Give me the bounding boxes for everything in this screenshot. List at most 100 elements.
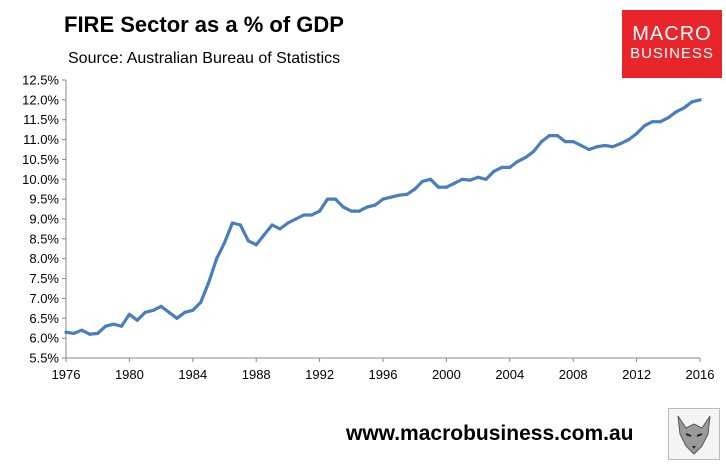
data-point	[619, 141, 623, 146]
x-tick-label: 2008	[559, 367, 588, 382]
data-point	[238, 223, 242, 227]
data-point	[405, 192, 409, 196]
data-point	[563, 140, 567, 144]
data-point	[436, 185, 441, 189]
data-point	[175, 316, 179, 320]
logo-line-1: MACRO	[632, 23, 712, 45]
data-point	[373, 203, 377, 207]
x-tick-label: 2000	[432, 367, 461, 382]
data-point	[444, 185, 448, 189]
data-point	[325, 197, 330, 201]
data-point	[587, 147, 591, 152]
x-tick-label: 1980	[115, 367, 144, 382]
data-point	[658, 120, 663, 124]
data-point	[516, 159, 520, 163]
data-point	[222, 241, 227, 245]
data-point	[547, 134, 552, 138]
data-point	[484, 177, 488, 181]
data-point	[642, 124, 647, 128]
data-point	[286, 221, 290, 225]
data-point	[310, 213, 314, 217]
data-point	[135, 318, 139, 322]
wolf-icon	[668, 408, 720, 460]
data-point	[524, 155, 528, 159]
data-point	[555, 134, 560, 138]
data-point	[690, 100, 694, 104]
x-tick-label: 2012	[622, 367, 651, 382]
y-tick-label: 6.0%	[29, 331, 59, 346]
chart-subtitle: Source: Australian Bureau of Statistics	[68, 50, 341, 67]
data-point	[159, 304, 163, 308]
chart-title: FIRE Sector as a % of GDP	[64, 12, 344, 37]
macrobusiness-logo: MACRO BUSINESS	[622, 10, 722, 78]
data-point	[650, 120, 655, 124]
data-point	[460, 177, 464, 181]
y-tick-label: 12.0%	[22, 92, 59, 107]
data-point	[96, 331, 100, 335]
data-point	[183, 310, 187, 314]
y-tick-label: 12.5%	[22, 73, 59, 88]
x-tick-label: 2016	[686, 367, 715, 382]
y-tick-label: 10.5%	[22, 152, 59, 167]
x-tick-label: 1996	[369, 367, 398, 382]
x-tick-label: 1988	[242, 367, 271, 382]
data-point	[230, 221, 234, 225]
data-point	[262, 233, 266, 237]
data-point	[64, 330, 68, 334]
data-point	[666, 116, 670, 120]
y-tick-label: 5.5%	[29, 351, 59, 366]
data-point	[318, 209, 322, 213]
x-tick-label: 1984	[178, 367, 207, 382]
plot-area	[64, 98, 702, 336]
data-point	[199, 300, 203, 304]
y-tick-label: 9.5%	[29, 192, 59, 207]
data-point	[539, 140, 544, 144]
data-point	[191, 308, 195, 312]
tick-labels: 5.5% 6.0% 6.5% 7.0% 7.5% 8.0% 8.5% 9.0% 9.5% 10.0…	[22, 73, 714, 383]
data-point	[357, 209, 361, 213]
data-point	[88, 332, 92, 336]
data-point	[571, 140, 575, 144]
data-point	[611, 145, 615, 149]
data-point	[333, 197, 337, 201]
data-point	[476, 175, 480, 179]
data-point	[674, 110, 678, 114]
data-point	[413, 187, 417, 191]
x-tick-label: 2004	[495, 367, 524, 382]
data-point	[127, 312, 131, 316]
chart-axes	[62, 79, 701, 362]
y-tick-label: 7.0%	[29, 291, 59, 306]
y-tick-label: 11.0%	[23, 132, 59, 147]
data-point	[389, 195, 393, 199]
logo-line-2: BUSINESS	[630, 45, 714, 62]
data-point	[270, 223, 274, 227]
data-point	[492, 169, 496, 173]
y-tick-label: 9.0%	[29, 212, 59, 227]
data-point	[627, 138, 631, 142]
x-tick-label: 1976	[52, 367, 81, 382]
line-chart: 5.5% 6.0% 6.5% 7.0% 7.5% 8.0% 8.5% 9.0% 9.5% 10.0…	[22, 73, 714, 383]
data-point	[500, 165, 504, 169]
data-point	[595, 145, 599, 149]
y-tick-label: 6.5%	[29, 311, 59, 326]
x-tick-label: 1992	[305, 367, 334, 382]
data-point	[421, 179, 425, 183]
data-point	[302, 213, 306, 217]
data-point	[207, 280, 211, 285]
data-point	[294, 217, 298, 221]
data-point	[215, 257, 219, 261]
data-point	[119, 324, 124, 328]
data-point	[635, 132, 639, 136]
data-point	[151, 308, 155, 312]
data-point	[381, 197, 385, 201]
data-point	[365, 205, 369, 209]
data-point	[278, 227, 282, 231]
data-point	[682, 106, 686, 110]
data-point	[397, 193, 401, 197]
data-point	[428, 177, 433, 181]
data-point	[508, 165, 512, 169]
data-point	[349, 209, 353, 213]
data-point	[143, 310, 147, 314]
data-point	[579, 143, 583, 148]
data-point	[532, 149, 536, 154]
